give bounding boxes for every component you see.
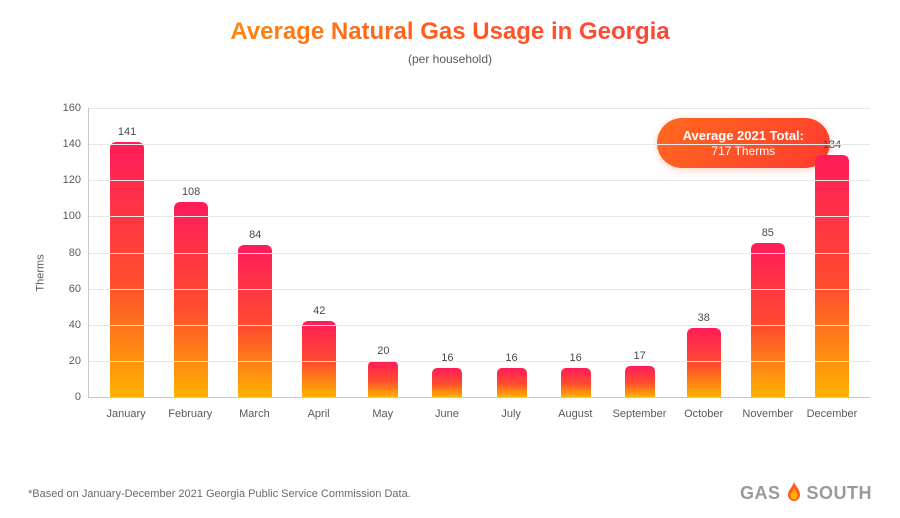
brand-logo: GAS SOUTH (740, 482, 872, 504)
y-tick-label: 80 (69, 247, 89, 259)
grid-line (89, 325, 870, 326)
grid-line (89, 144, 870, 145)
bar-value-label: 84 (249, 229, 261, 241)
x-labels: JanuaryFebruaryMarchAprilMayJuneJulyAugu… (88, 398, 870, 438)
logo-word-south: SOUTH (807, 483, 873, 504)
bar-value-label: 16 (441, 352, 453, 364)
footnote: *Based on January-December 2021 Georgia … (28, 488, 411, 500)
bar-value-label: 108 (182, 186, 200, 198)
bar (368, 361, 398, 397)
bar (432, 368, 462, 397)
grid-line (89, 108, 870, 109)
y-tick-label: 100 (63, 210, 89, 222)
x-tick-label: June (415, 398, 479, 438)
grid-line (89, 216, 870, 217)
x-tick-label: March (222, 398, 286, 438)
x-tick-label: April (287, 398, 351, 438)
logo-word-gas: GAS (740, 483, 781, 504)
x-tick-label: August (543, 398, 607, 438)
bar (625, 366, 655, 397)
x-tick-label: December (800, 398, 864, 438)
bar (174, 202, 208, 397)
y-tick-label: 60 (69, 283, 89, 295)
y-tick-label: 120 (63, 174, 89, 186)
bar-value-label: 16 (569, 352, 581, 364)
grid-line (89, 180, 870, 181)
y-tick-label: 160 (63, 102, 89, 114)
y-axis-label: Therms (35, 254, 47, 291)
bar-value-label: 42 (313, 305, 325, 317)
grid-line (89, 361, 870, 362)
chart-subtitle: (per household) (0, 52, 900, 66)
bar (687, 328, 721, 397)
y-tick-label: 0 (75, 391, 89, 403)
x-tick-label: July (479, 398, 543, 438)
x-tick-label: November (736, 398, 800, 438)
bar-value-label: 85 (762, 227, 774, 239)
chart-area: Therms 141108844220161616173885134 02040… (40, 108, 870, 438)
x-tick-label: February (158, 398, 222, 438)
grid-line (89, 253, 870, 254)
bar (561, 368, 591, 397)
bar (238, 245, 272, 397)
flame-icon (785, 482, 803, 504)
bar-value-label: 20 (377, 345, 389, 357)
bar-value-label: 16 (505, 352, 517, 364)
bar (497, 368, 527, 397)
y-tick-label: 20 (69, 355, 89, 367)
chart-title: Average Natural Gas Usage in Georgia (0, 18, 900, 46)
bar (751, 243, 785, 397)
y-tick-label: 140 (63, 138, 89, 150)
x-tick-label: May (351, 398, 415, 438)
x-tick-label: October (672, 398, 736, 438)
bar (302, 321, 336, 397)
y-tick-label: 40 (69, 319, 89, 331)
bar-value-label: 38 (698, 312, 710, 324)
plot-region: 141108844220161616173885134 020406080100… (88, 108, 870, 398)
x-tick-label: January (94, 398, 158, 438)
grid-line (89, 289, 870, 290)
bar-value-label: 141 (118, 126, 136, 138)
x-tick-label: September (607, 398, 671, 438)
